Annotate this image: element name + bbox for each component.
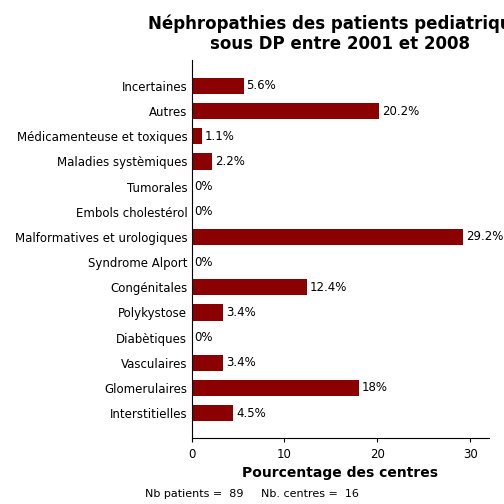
Bar	[192, 128, 202, 144]
Text: 0%: 0%	[195, 256, 213, 269]
Bar	[192, 279, 307, 295]
Bar	[192, 304, 223, 321]
Bar	[192, 405, 233, 421]
Text: 18%: 18%	[361, 382, 388, 395]
Bar	[192, 153, 212, 169]
Text: 20.2%: 20.2%	[382, 104, 419, 117]
Text: 3.4%: 3.4%	[226, 356, 256, 369]
Text: 0%: 0%	[195, 205, 213, 218]
Text: 5.6%: 5.6%	[246, 79, 276, 92]
Text: 2.2%: 2.2%	[215, 155, 244, 168]
Bar	[192, 229, 463, 245]
Text: 1.1%: 1.1%	[205, 130, 234, 143]
Bar	[192, 78, 243, 94]
Text: 0%: 0%	[195, 180, 213, 193]
Text: 0%: 0%	[195, 331, 213, 344]
Text: 4.5%: 4.5%	[236, 407, 266, 420]
Text: 3.4%: 3.4%	[226, 306, 256, 319]
Bar	[192, 355, 223, 371]
X-axis label: Pourcentage des centres: Pourcentage des centres	[242, 466, 438, 480]
Text: Nb patients =  89     Nb. centres =  16: Nb patients = 89 Nb. centres = 16	[145, 489, 359, 499]
Bar	[192, 103, 379, 119]
Text: 12.4%: 12.4%	[309, 281, 347, 294]
Title: Néphropathies des patients pediatriques
sous DP entre 2001 et 2008: Néphropathies des patients pediatriques …	[148, 14, 504, 53]
Text: 29.2%: 29.2%	[466, 230, 503, 243]
Bar	[192, 380, 359, 396]
